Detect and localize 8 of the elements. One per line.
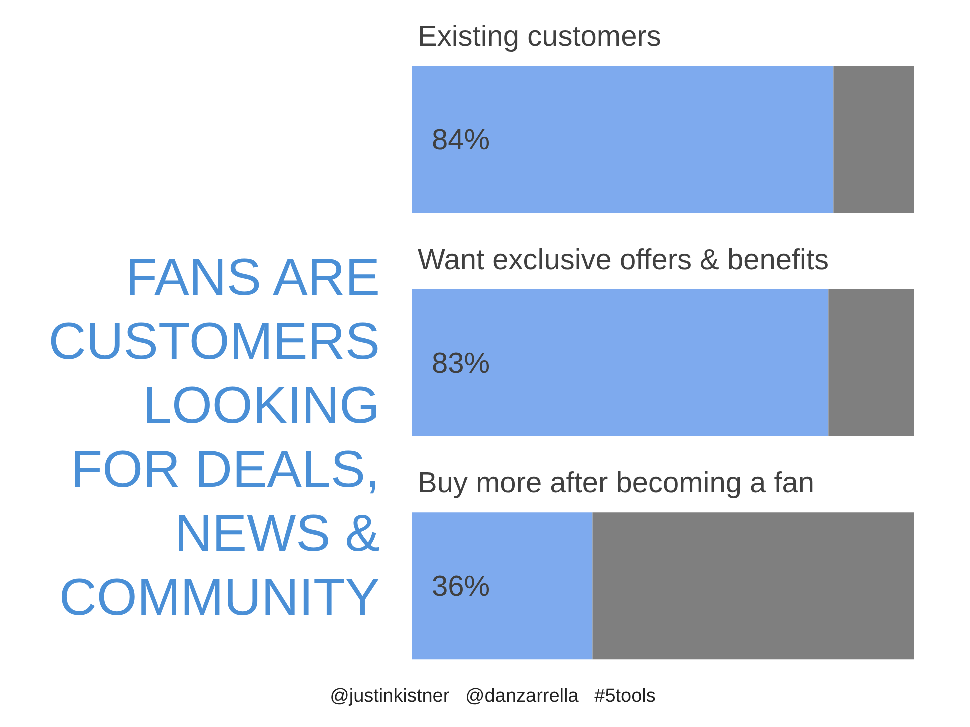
text: FANS ARE CUSTOMERS LOOKING FOR DEALS, NEWS & COMMUNITY: [48, 248, 380, 629]
text: @justinkistner @danzarrella #5tools: [329, 686, 657, 708]
y-tick-label: Want exclusive offers & benefits: [418, 244, 830, 276]
data-label: 83%: [432, 348, 490, 380]
y-tick-label: Existing customers: [418, 21, 662, 53]
data-label: 84%: [432, 124, 490, 156]
data-label: 36%: [432, 571, 490, 604]
y-tick-label: Buy more after becoming a fan: [418, 468, 815, 500]
